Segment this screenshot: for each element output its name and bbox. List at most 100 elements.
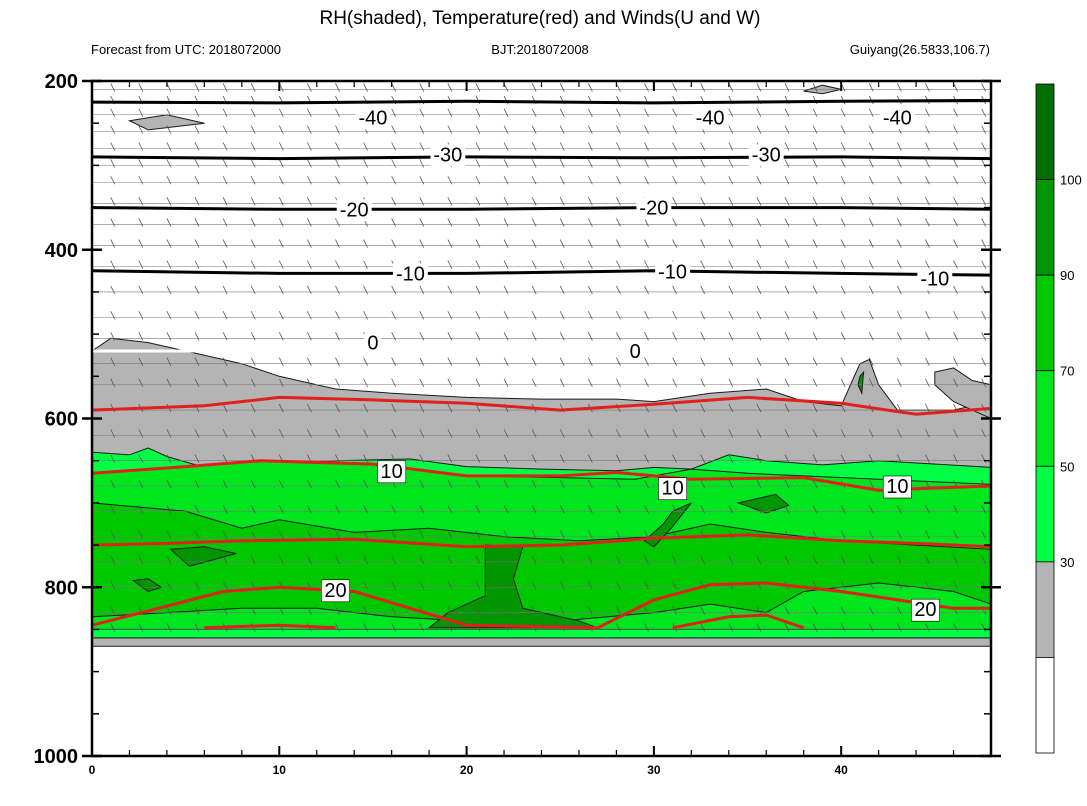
wind-barb [250,606,256,615]
wind-barb [335,454,340,463]
wind-barb [531,429,537,438]
wind-barb [307,429,312,438]
wind-barb [222,125,228,134]
wind-barb [728,555,734,565]
wind-barb [925,218,930,227]
wind-barb [756,311,762,320]
wind-barb [250,505,256,514]
wind-barb [559,429,565,438]
wind-barb [728,606,734,615]
wind-barb [700,479,706,489]
wind-barb [363,479,368,489]
wind-barb [925,623,930,632]
wind-barb [812,623,818,632]
wind-barb [335,176,340,185]
wind-barb [138,581,144,590]
wind-barb [672,555,677,565]
wind-barb [503,332,509,341]
wind-barb [840,311,846,320]
wind-barb [644,176,649,185]
isotherm-label-bg [655,261,691,284]
wind-barb [784,623,790,632]
wind-barb [728,197,734,206]
wind-barb [110,505,116,514]
wind-barbs [92,83,991,632]
rh-region-green100-9 [169,546,237,567]
wind-barb [587,142,593,151]
wind-barb [784,454,790,463]
wind-barb [559,285,565,295]
wind-barb [447,429,453,438]
isotherm-label: -20 [639,198,668,220]
wind-barb [194,83,200,92]
y-tick-label: 1000 [34,746,79,768]
wind-barb [250,357,256,366]
wind-barb [728,357,734,366]
wind-barb [475,454,481,463]
wind-barb [278,357,284,366]
y-tick-label: 400 [45,240,78,262]
wind-barb [166,285,172,295]
wind-barb [981,142,986,151]
wind-barb [728,454,734,463]
red-isotherm-label-bg [321,579,350,603]
colorbar-label: 50 [1060,459,1074,474]
wind-barb [503,378,509,387]
wind-barb [138,357,144,366]
wind-barb [110,239,116,248]
wind-barb [335,260,340,269]
wind-barb [250,378,256,387]
wind-barb [981,505,986,514]
colorbar: 100 90 70 50 30 [1035,83,1082,754]
wind-barb [447,505,453,514]
wind-barb [531,159,537,168]
wind-barb [363,555,368,565]
wind-barb [391,176,397,185]
wind-barb [812,285,818,295]
wind-barb [700,218,706,227]
wind-barb [503,606,509,615]
wind-barb [419,218,425,227]
x-tick-label: 10 [273,763,287,777]
wind-barb [812,142,818,151]
wind-barb [110,332,116,341]
wind-barb [419,581,425,590]
wind-barb [194,357,200,366]
wind-barb [812,505,818,514]
colorbar-box [1035,370,1055,467]
wind-barb [700,159,706,168]
wind-barb [447,581,453,590]
wind-barb [953,332,958,341]
wind-barb [812,429,818,438]
wind-barb [194,555,200,565]
wind-barb [278,197,284,206]
wind-barb [700,260,706,269]
wind-barb [503,581,509,590]
wind-barb [868,378,874,387]
wind-barb [447,239,453,248]
wind-barb [391,83,397,92]
wind-barb [953,218,958,227]
wind-barb [756,285,762,295]
wind-barb [307,83,312,92]
wind-barb [644,429,649,438]
wind-barb [559,239,565,248]
wind-barb [166,239,172,248]
wind-barb [812,555,818,565]
wind-barb [166,108,172,117]
isotherm-label-bg [636,197,672,220]
wind-barb [644,260,649,269]
wind-barb [419,142,425,151]
wind-barb [475,555,481,565]
wind-barb [194,218,200,227]
wind-barb [840,285,846,295]
wind-barb [222,454,228,463]
wind-barb [840,239,846,248]
wind-barb [531,479,537,489]
wind-barb [222,142,228,151]
wind-barb [194,176,200,185]
wind-barb [896,142,902,151]
x-tick-label: 0 [89,763,96,777]
wind-barb [953,108,958,117]
wind-barb [531,530,537,539]
